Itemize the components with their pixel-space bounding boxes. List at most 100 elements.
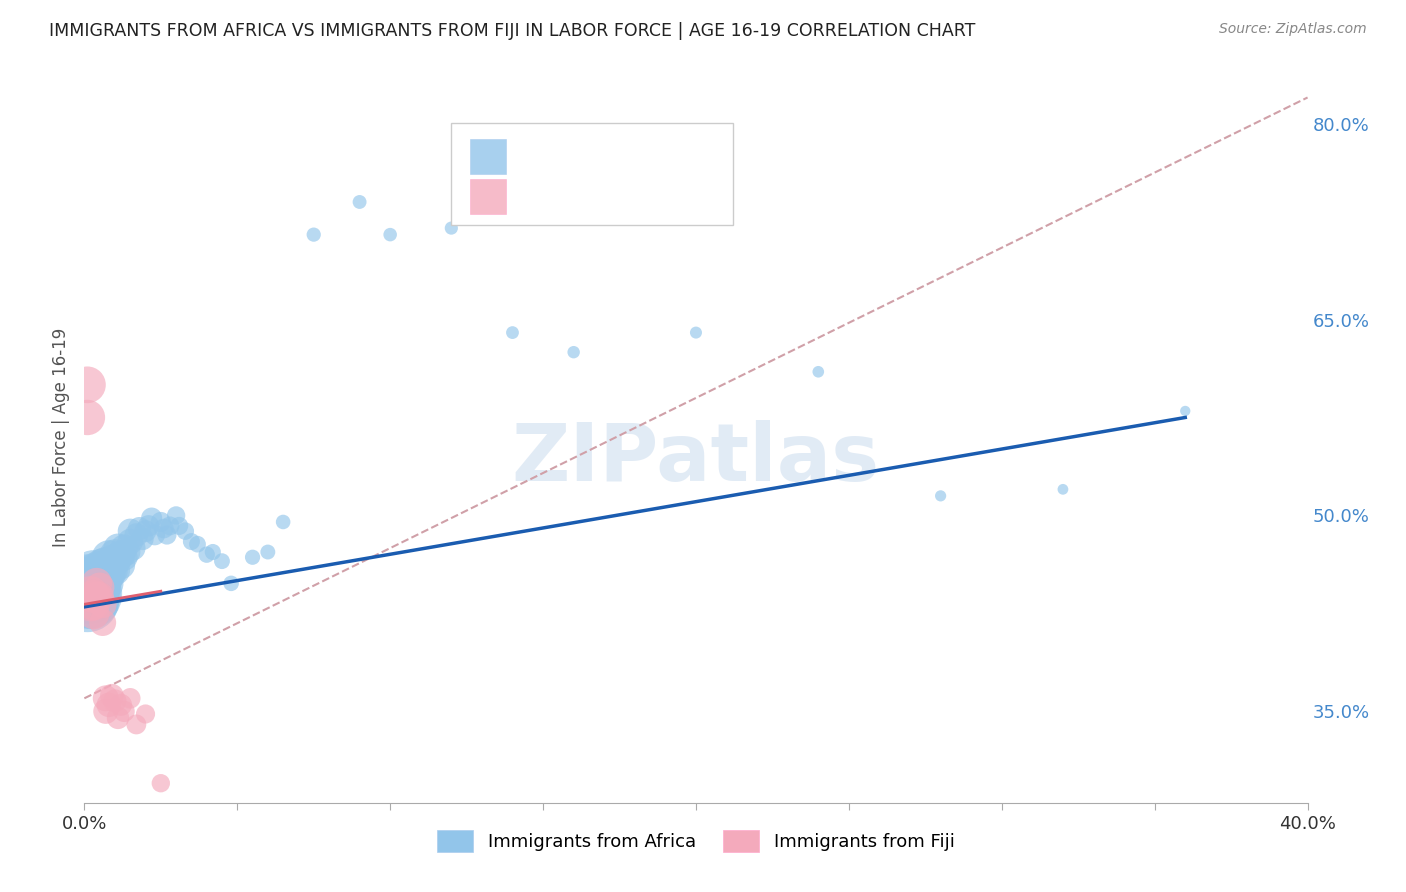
- Point: [94, 576, 117, 591]
- Point: [107, 541, 129, 555]
- Point: [89, 590, 111, 604]
- Point: [349, 194, 371, 209]
- Point: [186, 537, 208, 551]
- Point: [122, 541, 145, 555]
- Point: [219, 576, 242, 591]
- Point: [440, 221, 463, 235]
- Point: [302, 227, 325, 242]
- Point: [143, 528, 166, 542]
- Text: 0.526: 0.526: [558, 146, 614, 164]
- Point: [94, 691, 117, 706]
- Point: [76, 410, 98, 425]
- Point: [91, 560, 114, 574]
- Point: [120, 534, 142, 549]
- Point: [76, 587, 98, 601]
- Point: [149, 776, 172, 790]
- Point: [201, 545, 224, 559]
- Point: [83, 567, 105, 582]
- Point: [110, 558, 132, 573]
- Point: [104, 554, 127, 568]
- Point: [89, 574, 111, 588]
- Point: [97, 550, 120, 565]
- Point: [271, 515, 294, 529]
- FancyBboxPatch shape: [451, 122, 733, 225]
- Point: [94, 558, 117, 573]
- Point: [83, 590, 105, 604]
- Point: [1052, 483, 1074, 497]
- Point: [97, 698, 120, 712]
- Point: [141, 511, 163, 525]
- Point: [79, 584, 101, 599]
- Point: [110, 548, 132, 562]
- Point: [86, 567, 108, 582]
- Point: [242, 550, 264, 565]
- Point: [104, 563, 127, 577]
- Point: [79, 587, 101, 601]
- Point: [91, 574, 114, 588]
- FancyBboxPatch shape: [470, 138, 506, 174]
- Point: [83, 587, 105, 601]
- Point: [79, 580, 101, 594]
- Point: [929, 489, 952, 503]
- Point: [807, 365, 830, 379]
- Point: [91, 597, 114, 611]
- Point: [94, 705, 117, 719]
- Point: [112, 541, 135, 555]
- Point: [86, 580, 108, 594]
- Point: [120, 524, 142, 538]
- Y-axis label: In Labor Force | Age 16-19: In Labor Force | Age 16-19: [52, 327, 70, 547]
- Point: [112, 705, 135, 719]
- Point: [86, 574, 108, 588]
- Point: [83, 597, 105, 611]
- Point: [79, 576, 101, 591]
- Point: [76, 580, 98, 594]
- Point: [86, 576, 108, 591]
- Point: [76, 377, 98, 392]
- Text: 0.124: 0.124: [558, 186, 614, 204]
- Point: [76, 593, 98, 607]
- Text: 25: 25: [664, 186, 688, 204]
- Point: [83, 607, 105, 621]
- Point: [120, 691, 142, 706]
- Point: [159, 519, 181, 533]
- Text: R =: R =: [516, 146, 555, 164]
- Text: ZIPatlas: ZIPatlas: [512, 420, 880, 498]
- Point: [562, 345, 585, 359]
- Point: [153, 521, 176, 535]
- Point: [101, 563, 124, 577]
- Point: [89, 580, 111, 594]
- FancyBboxPatch shape: [470, 179, 506, 214]
- Point: [685, 326, 707, 340]
- Point: [135, 706, 157, 721]
- Point: [180, 534, 202, 549]
- Legend: Immigrants from Africa, Immigrants from Fiji: Immigrants from Africa, Immigrants from …: [430, 823, 962, 860]
- Point: [97, 560, 120, 574]
- Point: [115, 545, 138, 559]
- Point: [104, 694, 127, 708]
- Point: [125, 528, 148, 542]
- Point: [89, 567, 111, 582]
- Point: [131, 532, 153, 546]
- Point: [257, 545, 280, 559]
- Point: [79, 587, 101, 601]
- Point: [86, 590, 108, 604]
- Point: [195, 548, 218, 562]
- Point: [174, 524, 197, 538]
- Point: [138, 519, 160, 533]
- Point: [104, 548, 127, 562]
- Point: [165, 508, 187, 523]
- Point: [135, 524, 157, 538]
- Text: 77: 77: [664, 146, 688, 164]
- Text: IMMIGRANTS FROM AFRICA VS IMMIGRANTS FROM FIJI IN LABOR FORCE | AGE 16-19 CORREL: IMMIGRANTS FROM AFRICA VS IMMIGRANTS FRO…: [49, 22, 976, 40]
- Point: [89, 580, 111, 594]
- Point: [91, 576, 114, 591]
- Point: [107, 711, 129, 725]
- Point: [91, 615, 114, 630]
- Point: [112, 550, 135, 565]
- Text: N =: N =: [610, 186, 662, 204]
- Point: [79, 593, 101, 607]
- Point: [79, 597, 101, 611]
- Text: N =: N =: [610, 146, 662, 164]
- Point: [91, 567, 114, 582]
- Point: [107, 550, 129, 565]
